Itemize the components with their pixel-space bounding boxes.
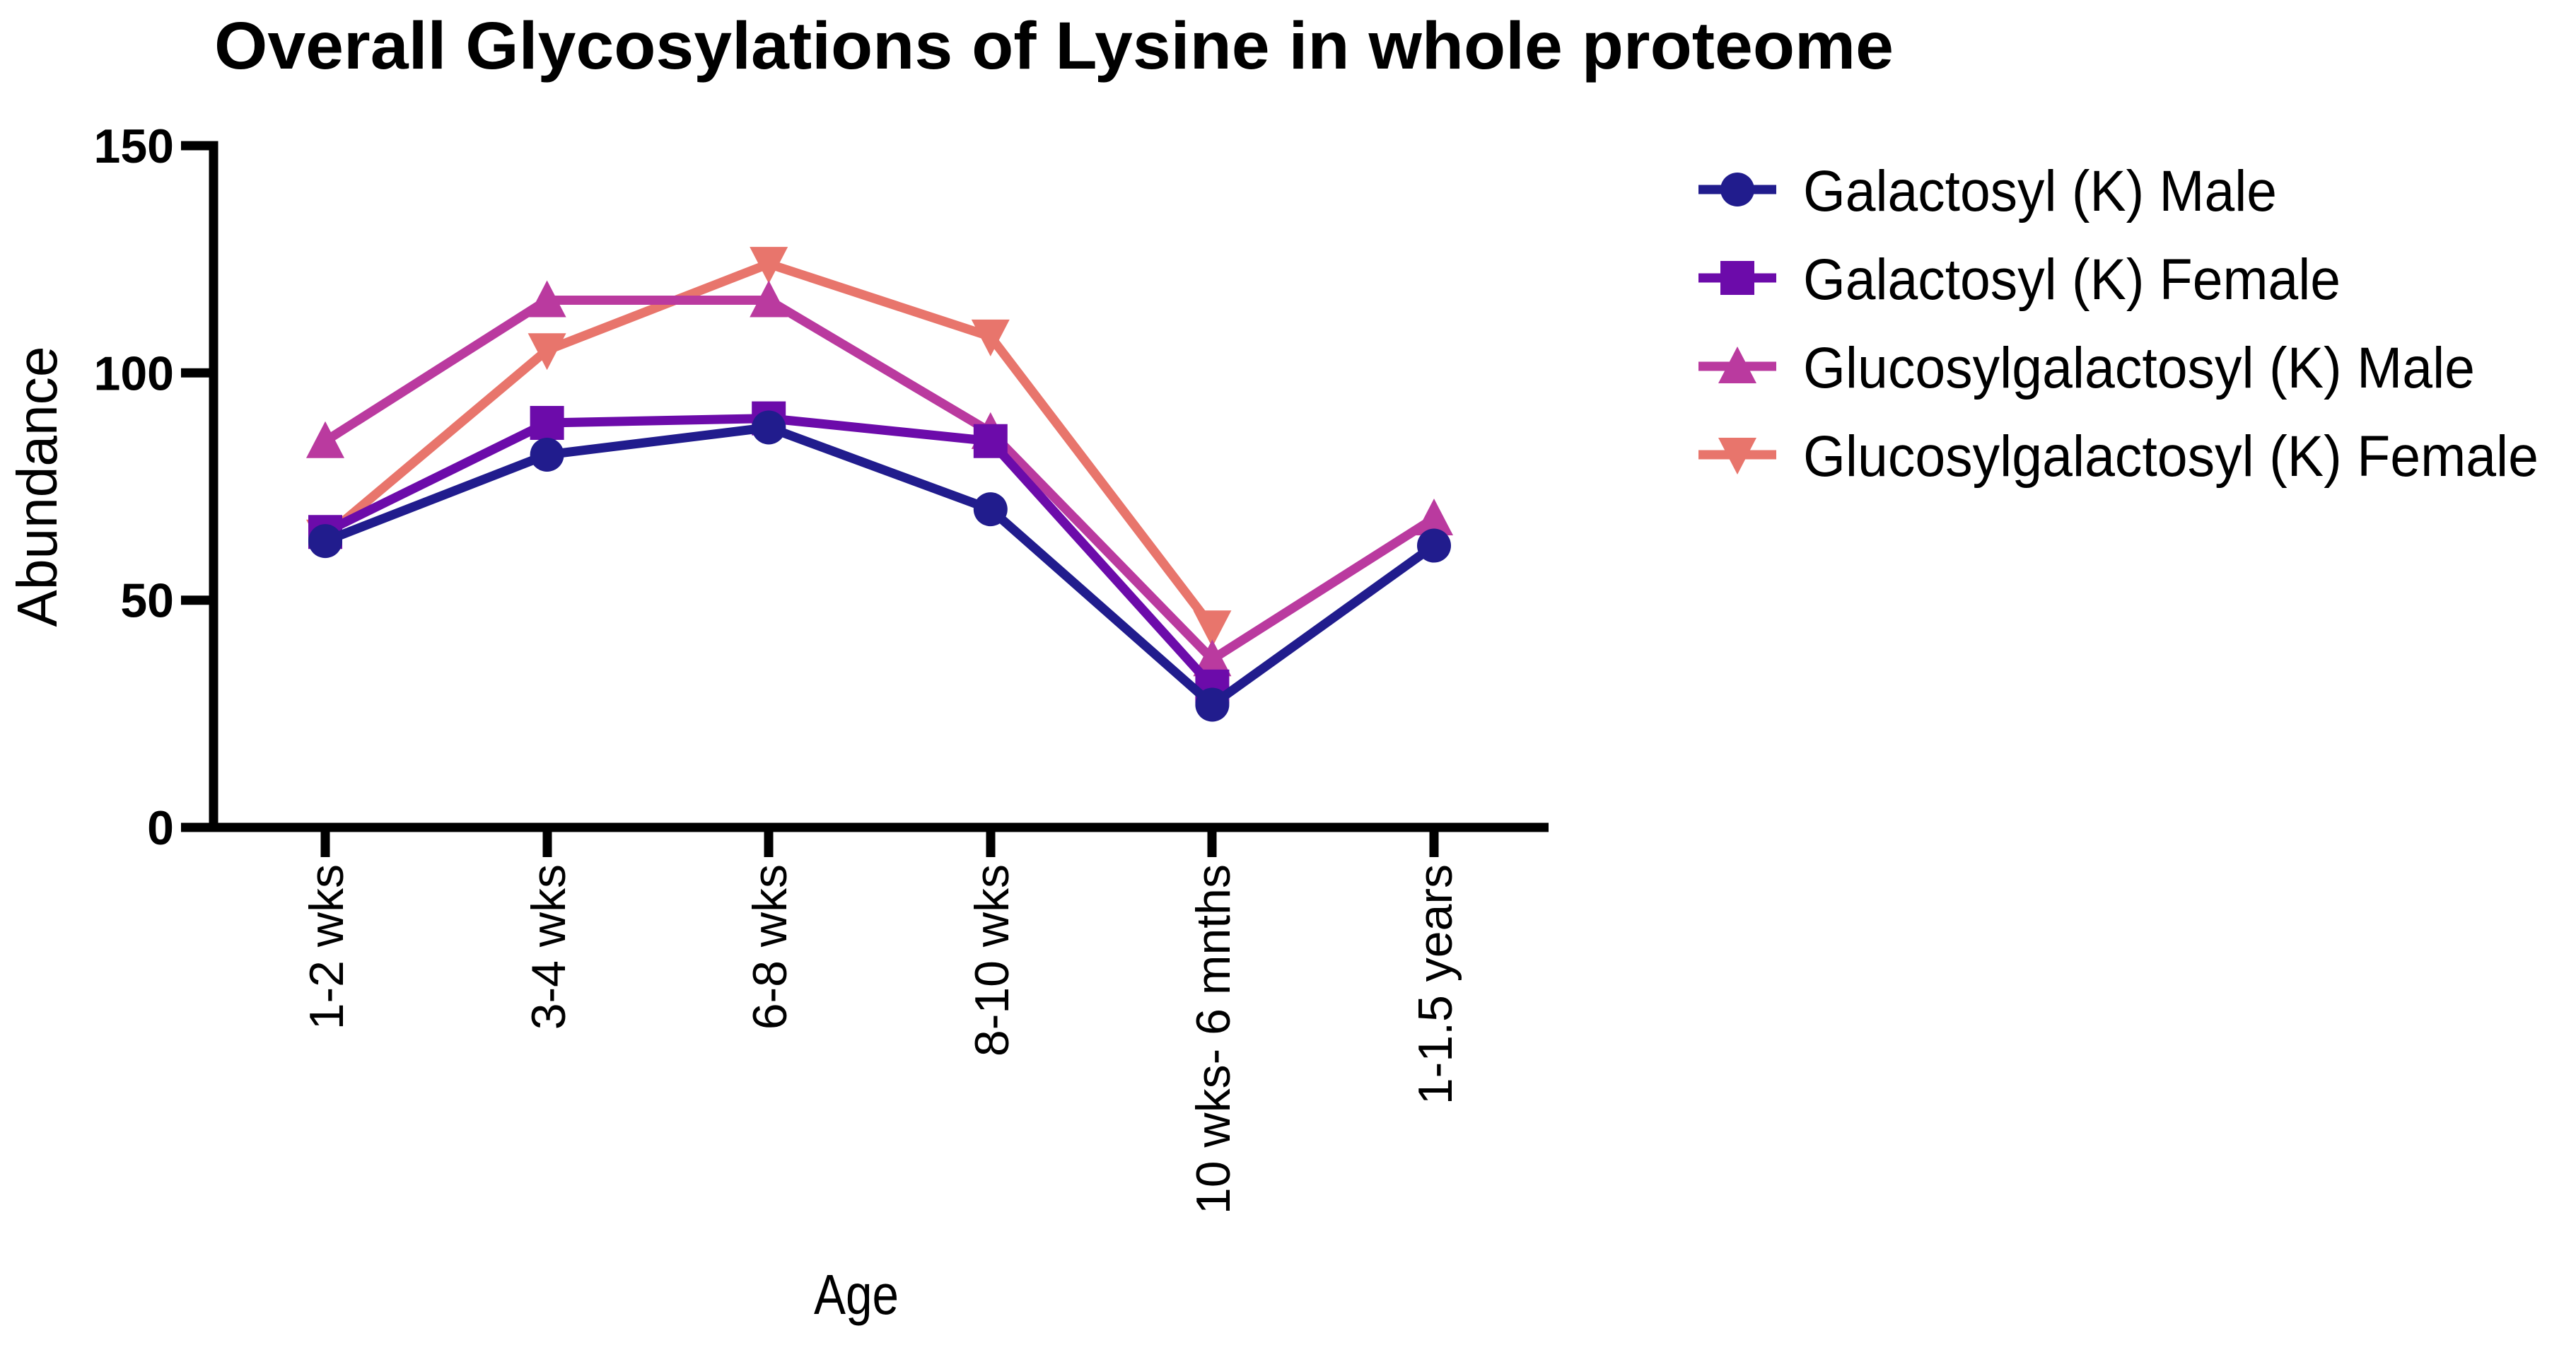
x-tick-label: 1-1.5 years — [1409, 864, 1462, 1105]
data-point-marker — [528, 280, 566, 318]
data-point-marker — [530, 438, 564, 472]
y-axis-title: Abundance — [6, 347, 69, 627]
data-point-marker — [1195, 687, 1230, 722]
data-point-marker — [1718, 438, 1756, 475]
y-tick-label: 100 — [94, 347, 174, 400]
legend-item: Galactosyl (K) Male — [1698, 159, 2277, 223]
data-point-marker — [1417, 528, 1451, 563]
x-tick-label: 3-4 wks — [522, 864, 576, 1030]
y-tick-label: 50 — [120, 574, 174, 628]
data-point-marker — [528, 333, 566, 371]
x-axis: 1-2 wks 3-4 wks 6-8 wks 8-10 wks 10 wks-… — [209, 822, 1549, 1214]
y-tick-label: 150 — [94, 120, 174, 173]
data-point-marker — [530, 406, 564, 441]
data-point-marker — [973, 424, 1008, 458]
x-tick-label: 8-10 wks — [965, 864, 1019, 1057]
data-point-marker — [306, 421, 344, 458]
legend-item-label: Glucosylgalactosyl (K) Female — [1803, 424, 2539, 489]
legend-item: Glucosylgalactosyl (K) Male — [1698, 336, 2475, 400]
data-point-marker — [1720, 173, 1754, 206]
data-point-marker — [752, 410, 786, 445]
data-point-marker — [750, 280, 788, 318]
y-tick-label: 0 — [147, 801, 174, 855]
data-point-marker — [308, 524, 342, 559]
legend-marker — [1720, 173, 1754, 206]
chart-title: Overall Glycosylations of Lysine in whol… — [214, 8, 1894, 83]
data-point-marker — [1718, 347, 1756, 383]
data-point-marker — [750, 247, 788, 284]
x-tick-label: 10 wks- 6 mnths — [1187, 864, 1240, 1214]
legend-item: Glucosylgalactosyl (K) Female — [1698, 424, 2539, 489]
x-axis-title: Age — [814, 1263, 899, 1326]
x-tick-label: 1-2 wks — [300, 864, 354, 1030]
series-line-0 — [323, 422, 1437, 711]
x-tick-label: 6-8 wks — [743, 864, 797, 1030]
data-point-marker — [1193, 610, 1232, 648]
legend: Galactosyl (K) Male Galactosyl (K) Femal… — [1698, 159, 2539, 489]
data-point-marker — [973, 492, 1008, 527]
data-point-marker — [1720, 261, 1754, 295]
legend-item: Galactosyl (K) Female — [1698, 248, 2341, 312]
legend-marker — [1720, 261, 1754, 295]
data-point-marker — [1415, 498, 1453, 535]
data-point-marker — [1193, 639, 1232, 677]
legend-item-label: Galactosyl (K) Female — [1803, 248, 2341, 312]
legend-marker — [1718, 347, 1756, 383]
series-line-2 — [322, 296, 1437, 665]
data-point-marker — [971, 319, 1010, 356]
legend-item-label: Galactosyl (K) Male — [1803, 159, 2277, 223]
series-line-3 — [322, 259, 1216, 631]
y-axis: 0 50 100 150 — [94, 120, 218, 855]
legend-item-label: Glucosylgalactosyl (K) Male — [1803, 336, 2475, 400]
legend-marker — [1718, 438, 1756, 475]
series-layer — [306, 247, 1453, 722]
